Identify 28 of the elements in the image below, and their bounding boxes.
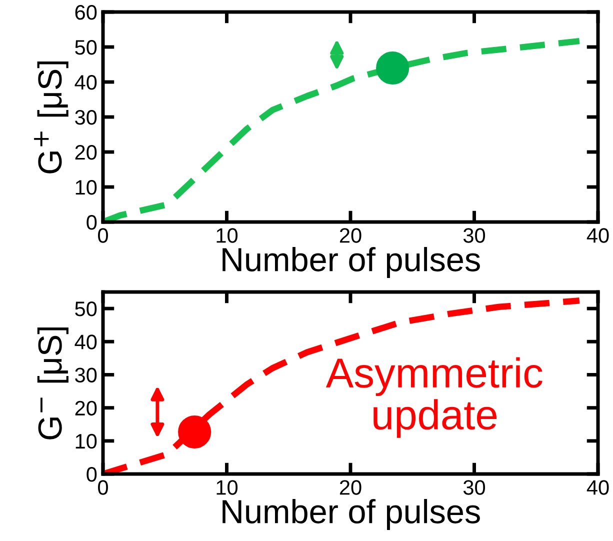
annotation: Asymmetric update: [326, 357, 542, 438]
x-tick-label: 30: [463, 228, 486, 243]
x-tick-label: 0: [98, 480, 108, 495]
y-tick-label: 40: [74, 334, 97, 350]
x-tick-label: 10: [216, 228, 238, 243]
x-tick-label: 40: [586, 228, 609, 243]
x-tick-label: 0: [98, 228, 108, 243]
y-tick-label: 10: [76, 180, 97, 195]
x-tick-label: 20: [340, 480, 362, 495]
y-tick-label: 0: [86, 215, 97, 230]
y-tick-label: 30: [75, 368, 97, 382]
y-tick-label: 10: [76, 434, 97, 449]
y-tick-label: 30: [75, 110, 97, 125]
y-tick-label: 40: [74, 75, 97, 90]
x-tick-label: 20: [340, 228, 362, 243]
y-tick-label: 20: [75, 400, 97, 416]
y-tick-label: 0: [86, 467, 97, 482]
x-tick-label: 30: [463, 480, 486, 495]
y-tick-label: 60: [75, 5, 97, 20]
y-tick-label: 50: [75, 40, 97, 55]
y-axis-title: G$^{+}$ [μS]: [34, 61, 68, 174]
x-tick-label: 10: [216, 480, 238, 495]
x-axis-title: Number of pulses: [222, 498, 480, 530]
y-tick-label: 20: [75, 145, 97, 160]
x-tick-label: 40: [586, 480, 609, 495]
y-tick-label: 50: [75, 302, 97, 316]
x-axis-title: Number of pulses: [222, 246, 480, 278]
y-axis-title: G$^{−}$ [μS]: [37, 327, 68, 440]
